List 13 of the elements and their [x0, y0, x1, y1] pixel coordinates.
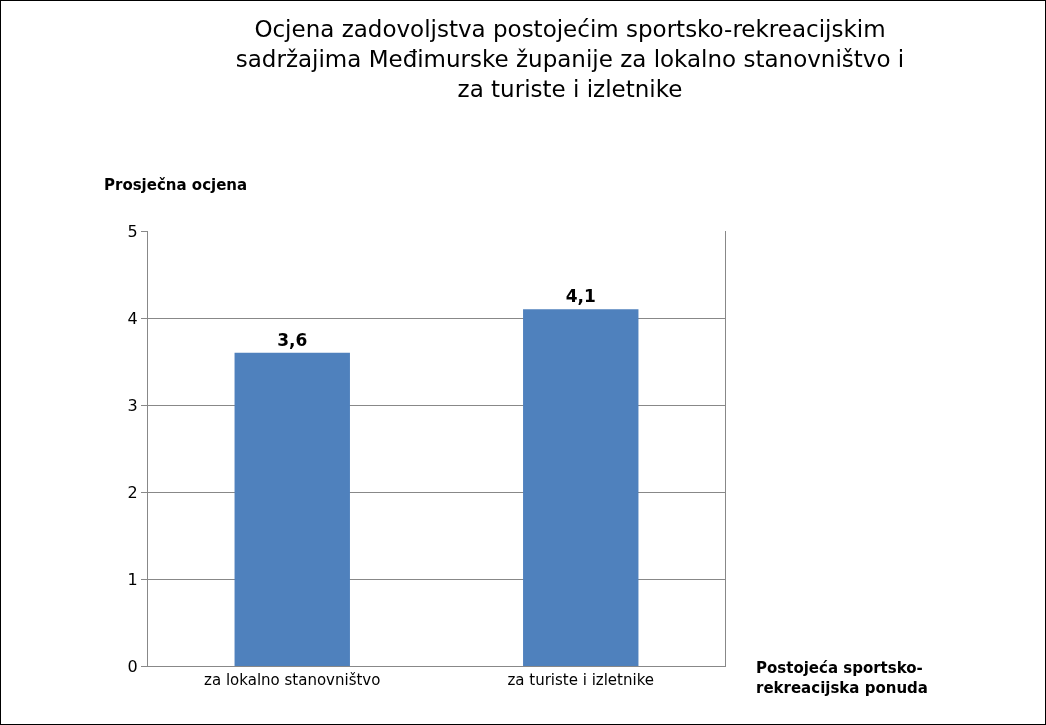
y-axis-title: Prosječna ocjena — [104, 176, 248, 194]
data-label: 4,1 — [565, 286, 596, 307]
y-tick-label: 3 — [127, 395, 138, 415]
y-tick-label: 0 — [127, 656, 138, 676]
x-axis-title: Postojeća sportsko-rekreacijska ponuda — [756, 659, 928, 697]
y-tick-label: 1 — [127, 569, 138, 589]
data-label: 3,6 — [277, 329, 308, 350]
y-tick-label: 4 — [127, 308, 138, 328]
chart-title: Ocjena zadovoljstva postojećim sportsko-rekreacijskim sadržajima Međimurske županije za lokalno stanovništvo i za turiste i izletnike — [235, 16, 905, 102]
x-tick-label: za lokalno stanovništvo — [204, 671, 381, 689]
y-tick-label: 2 — [127, 482, 138, 502]
x-tick-label: za turiste i izletnike — [507, 671, 655, 689]
y-tick-label: 5 — [127, 221, 138, 241]
